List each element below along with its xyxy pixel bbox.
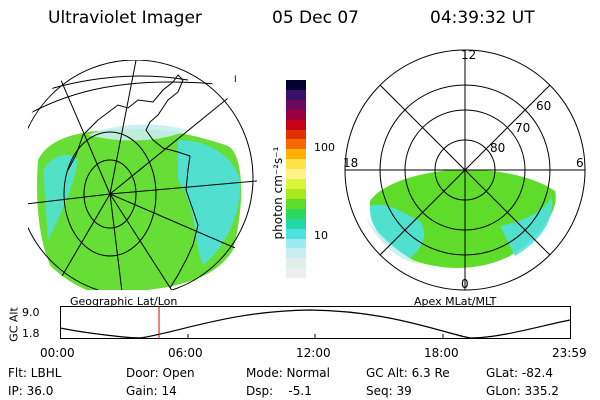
status-seq: Seq: 39 <box>366 384 412 398</box>
mlat-label-80: 80 <box>490 141 505 155</box>
colorbar-segment <box>286 188 306 199</box>
mlat-label-60: 60 <box>536 99 551 113</box>
timeline-ylabel: GC Alt <box>7 307 21 342</box>
status-door: Door: Open <box>126 366 195 380</box>
colorbar-segment <box>286 99 306 110</box>
timeline-xtick-6: 06:00 <box>168 346 203 360</box>
colorbar-label: photon cm⁻²s⁻¹ <box>271 146 285 240</box>
colorbar-segment <box>286 129 306 140</box>
timeline-ytick-low: 1.8 <box>22 327 40 340</box>
polar-mlt-plot: 12 18 6 0 60 70 80 <box>343 48 586 291</box>
colorbar-segment <box>286 198 306 209</box>
colorbar-segment <box>286 238 306 249</box>
colorbar-segment <box>286 208 306 219</box>
status-dsp: Dsp: -5.1 <box>246 384 312 398</box>
timeline-ytick-high: 9.0 <box>22 306 40 319</box>
colorbar-segment <box>286 248 306 259</box>
timeline-xtick-18: 18:00 <box>424 346 459 360</box>
mlt-label-6: 6 <box>576 156 584 170</box>
geographic-caption: Geographic Lat/Lon <box>70 295 178 308</box>
colorbar-segment <box>286 139 306 150</box>
colorbar-segment <box>286 89 306 100</box>
colorbar <box>286 80 306 279</box>
colorbar-segment <box>286 169 306 180</box>
timeline-xtick-0: 00:00 <box>40 346 75 360</box>
status-ip: IP: 36.0 <box>8 384 54 398</box>
mlt-label-12: 12 <box>461 48 476 62</box>
colorbar-segment <box>286 179 306 189</box>
instrument-title: Ultraviolet Imager <box>48 8 202 28</box>
colorbar-tick-100: 100 <box>314 141 335 154</box>
status-filter: Flt: LBHL <box>8 366 62 380</box>
colorbar-segment <box>286 80 306 90</box>
timeline-xtick-end: 23:59 <box>552 346 587 360</box>
colorbar-segment <box>286 109 306 120</box>
colorbar-segment <box>286 228 306 239</box>
colorbar-segment <box>286 258 306 269</box>
status-glat: GLat: -82.4 <box>486 366 553 380</box>
svg-text:I: I <box>234 75 237 85</box>
status-gain: Gain: 14 <box>126 384 177 398</box>
mlat-label-70: 70 <box>515 121 530 135</box>
colorbar-tick-10: 10 <box>314 229 328 242</box>
apex-caption: Apex MLat/MLT <box>414 295 497 308</box>
status-gc-alt: GC Alt: 6.3 Re <box>366 366 450 380</box>
altitude-timeline <box>60 306 571 339</box>
colorbar-segment <box>286 218 306 229</box>
geographic-map: I <box>28 60 257 290</box>
timeline-xtick-12: 12:00 <box>296 346 331 360</box>
mlt-label-0: 0 <box>461 277 469 291</box>
colorbar-segment <box>286 159 306 170</box>
continent-outline <box>97 74 199 289</box>
header-time: 04:39:32 UT <box>430 8 535 28</box>
colorbar-segment <box>286 268 306 279</box>
altitude-curve <box>60 309 571 339</box>
status-glon: GLon: 335.2 <box>486 384 559 398</box>
header-date: 05 Dec 07 <box>272 8 359 28</box>
colorbar-segment <box>286 149 306 160</box>
colorbar-segment <box>286 119 306 130</box>
mlt-label-18: 18 <box>343 156 358 170</box>
status-mode: Mode: Normal <box>246 366 330 380</box>
